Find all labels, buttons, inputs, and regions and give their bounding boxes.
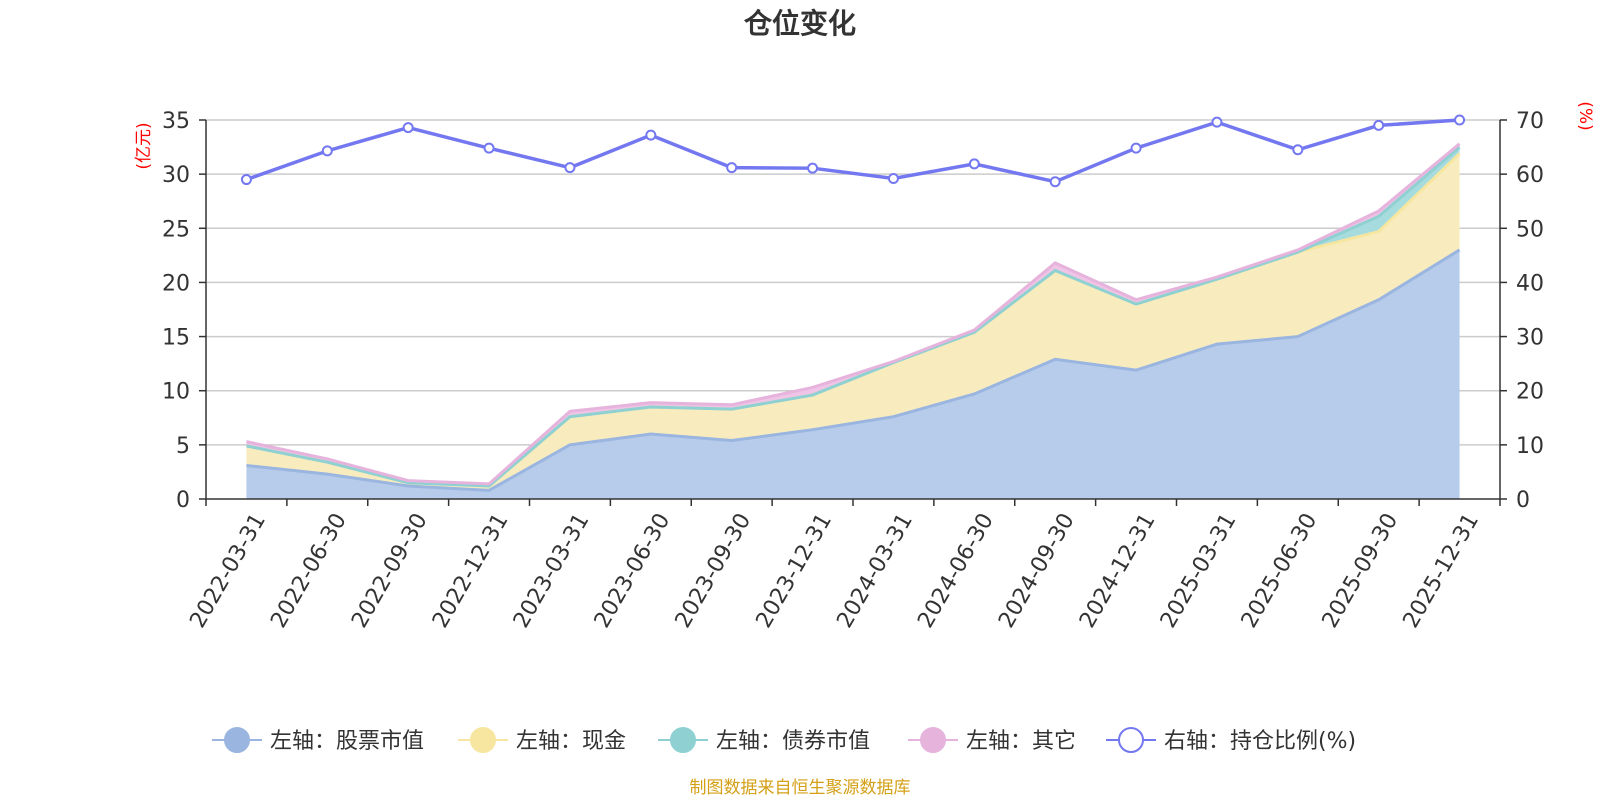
right-tick-label: 50	[1516, 217, 1544, 242]
ratio-line-path	[245, 118, 1460, 184]
left-tick-label: 15	[162, 326, 190, 351]
x-tick-label: 2024-06-30	[913, 509, 999, 632]
left-axis-unit: (亿元)	[134, 122, 154, 169]
legend-item[interactable]: 左轴：现金	[458, 727, 626, 754]
legend-circle-marker	[1118, 727, 1144, 753]
data-source-note: 制图数据来自恒生聚源数据库	[690, 778, 911, 798]
left-tick-label: 30	[162, 163, 190, 188]
x-tick-label: 2024-12-31	[1075, 509, 1161, 632]
right-tick-label: 20	[1516, 380, 1544, 405]
ratio-point	[887, 172, 899, 184]
x-tick-label: 2023-06-30	[590, 509, 676, 632]
x-tick-label: 2024-09-30	[994, 509, 1080, 632]
stacked-areas	[246, 142, 1461, 499]
legend-label: 左轴：股票市值	[270, 729, 424, 754]
ratio-point	[1292, 144, 1304, 156]
legend-label: 右轴：持仓比例(%)	[1164, 729, 1356, 754]
left-tick-label: 25	[162, 217, 190, 242]
x-tick-label: 2022-03-31	[185, 509, 271, 632]
x-tick-label: 2022-06-30	[266, 509, 352, 632]
legend-circle-marker	[224, 727, 250, 753]
x-tick-label: 2023-12-31	[752, 509, 838, 632]
legend-item[interactable]: 左轴：其它	[908, 727, 1076, 754]
ratio-point	[1049, 176, 1061, 188]
legend-circle-marker	[470, 727, 496, 753]
ratio-point	[726, 162, 738, 174]
x-tick-label: 2022-12-31	[428, 509, 514, 632]
ratio-point	[1373, 119, 1385, 131]
x-tick-label: 2023-09-30	[671, 509, 757, 632]
legend-circle-marker	[920, 727, 946, 753]
right-axis-unit: (%)	[1575, 101, 1595, 130]
legend-circle-marker	[670, 727, 696, 753]
right-tick-label: 0	[1516, 488, 1530, 513]
right-tick-label: 70	[1516, 109, 1544, 134]
x-tick-label: 2024-03-31	[832, 509, 918, 632]
right-tick-label: 40	[1516, 271, 1544, 296]
legend-item[interactable]: 左轴：债券市值	[658, 727, 870, 754]
ratio-point	[240, 174, 252, 186]
ratio-point	[483, 142, 495, 154]
legend[interactable]: 左轴：股票市值 左轴：现金 左轴：债券市值 左轴：其它 右轴：持仓比例(%)	[212, 727, 1356, 754]
legend-item[interactable]: 右轴：持仓比例(%)	[1106, 727, 1356, 754]
ratio-point	[968, 158, 980, 170]
legend-label: 左轴：债券市值	[716, 729, 870, 754]
area-series-edge-2	[246, 145, 1461, 488]
right-tick-label: 60	[1516, 163, 1544, 188]
x-tick-label: 2022-09-30	[347, 509, 433, 632]
ratio-point	[1211, 116, 1223, 128]
right-tick-label: 30	[1516, 326, 1544, 351]
legend-item[interactable]: 左轴：股票市值	[212, 727, 424, 754]
x-tick-label: 2025-06-30	[1237, 509, 1323, 632]
position-ratio-line	[240, 114, 1466, 188]
left-tick-label: 10	[162, 380, 190, 405]
x-tick-label: 2025-12-31	[1399, 509, 1485, 632]
left-tick-label: 20	[162, 271, 190, 296]
ratio-point	[807, 162, 819, 174]
left-tick-label: 0	[176, 488, 190, 513]
area-series-0	[246, 249, 1460, 499]
ratio-point	[321, 145, 333, 157]
legend-label: 左轴：现金	[516, 729, 626, 754]
left-tick-label: 35	[162, 109, 190, 134]
x-tick-label: 2025-09-30	[1318, 509, 1404, 632]
ratio-point	[1130, 142, 1142, 154]
x-tick-label: 2023-03-31	[509, 509, 595, 632]
chart-title: 仓位变化	[744, 7, 856, 40]
ratio-point	[1454, 114, 1466, 126]
ratio-point	[645, 129, 657, 141]
area-series-edge-3	[246, 142, 1461, 486]
x-tick-label: 2025-03-31	[1156, 509, 1242, 632]
ratio-point	[564, 162, 576, 174]
ratio-point	[402, 122, 414, 134]
right-tick-label: 10	[1516, 434, 1544, 459]
area-series-edge-0	[246, 248, 1461, 492]
left-tick-label: 5	[176, 434, 190, 459]
legend-label: 左轴：其它	[966, 729, 1076, 754]
